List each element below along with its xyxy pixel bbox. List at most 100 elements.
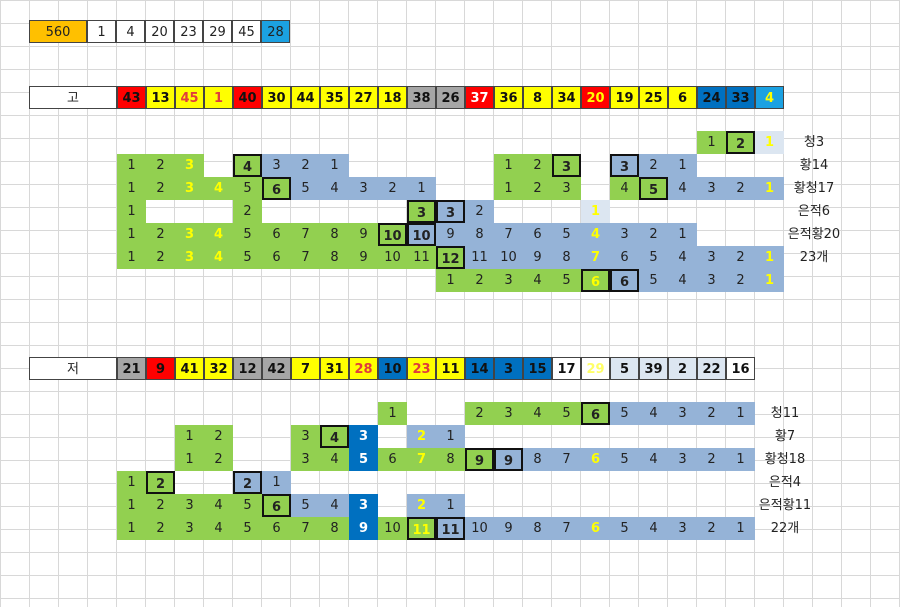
grid-cell[interactable]: 6: [610, 246, 639, 269]
header-number-cell[interactable]: 11: [436, 357, 465, 380]
header-number-cell[interactable]: 10: [378, 357, 407, 380]
grid-cell[interactable]: 2: [639, 223, 668, 246]
grid-cell[interactable]: 2: [204, 448, 233, 471]
grid-cell[interactable]: 2: [523, 177, 552, 200]
grid-cell[interactable]: 5: [291, 494, 320, 517]
grid-cell[interactable]: 1: [726, 402, 755, 425]
grid-cell[interactable]: 2: [146, 494, 175, 517]
grid-cell[interactable]: 2: [465, 200, 494, 223]
grid-cell[interactable]: 3: [407, 200, 436, 223]
grid-cell[interactable]: 1: [581, 200, 610, 223]
header-number-cell[interactable]: 9: [146, 357, 175, 380]
grid-cell[interactable]: 4: [204, 517, 233, 540]
grid-cell[interactable]: 3: [262, 154, 291, 177]
grid-cell[interactable]: 1: [175, 425, 204, 448]
grid-cell[interactable]: 1: [117, 471, 146, 494]
grid-cell[interactable]: 6: [610, 269, 639, 292]
grid-cell[interactable]: 8: [320, 517, 349, 540]
grid-cell[interactable]: 2: [465, 269, 494, 292]
grid-cell[interactable]: 9: [494, 517, 523, 540]
grid-cell[interactable]: 9: [465, 448, 494, 471]
grid-cell[interactable]: 7: [407, 448, 436, 471]
grid-cell[interactable]: 3: [175, 494, 204, 517]
grid-cell[interactable]: 5: [610, 517, 639, 540]
grid-cell[interactable]: 3: [175, 517, 204, 540]
grid-cell[interactable]: 4: [204, 246, 233, 269]
grid-cell[interactable]: 5: [552, 269, 581, 292]
grid-cell[interactable]: 4: [523, 402, 552, 425]
grid-cell[interactable]: 1: [175, 448, 204, 471]
header-number-cell[interactable]: 14: [465, 357, 494, 380]
grid-cell[interactable]: 3: [697, 177, 726, 200]
grid-cell[interactable]: 2: [639, 154, 668, 177]
grid-cell[interactable]: 3: [697, 246, 726, 269]
grid-cell[interactable]: 10: [407, 223, 436, 246]
grid-cell[interactable]: 3: [610, 223, 639, 246]
grid-cell[interactable]: 4: [581, 223, 610, 246]
grid-cell[interactable]: 5: [552, 402, 581, 425]
header-number-cell[interactable]: 36: [494, 86, 523, 109]
grid-cell[interactable]: 3: [349, 494, 378, 517]
grid-cell[interactable]: 10: [465, 517, 494, 540]
header-number-cell[interactable]: 33: [726, 86, 755, 109]
grid-cell[interactable]: 3: [668, 517, 697, 540]
grid-cell[interactable]: 3: [349, 177, 378, 200]
grid-cell[interactable]: 8: [320, 246, 349, 269]
grid-cell[interactable]: 7: [291, 223, 320, 246]
grid-cell[interactable]: 4: [610, 177, 639, 200]
grid-cell[interactable]: 4: [320, 494, 349, 517]
grid-cell[interactable]: 2: [146, 223, 175, 246]
grid-cell[interactable]: 1: [407, 177, 436, 200]
grid-cell[interactable]: 4: [639, 402, 668, 425]
grid-cell[interactable]: 10: [378, 246, 407, 269]
grid-cell[interactable]: 2: [726, 246, 755, 269]
grid-cell[interactable]: 11: [407, 246, 436, 269]
grid-cell[interactable]: 5: [610, 402, 639, 425]
grid-cell[interactable]: 5: [639, 246, 668, 269]
grid-cell[interactable]: 2: [726, 131, 755, 154]
grid-cell[interactable]: 6: [378, 448, 407, 471]
header-number-cell[interactable]: 3: [494, 357, 523, 380]
top-number-cell[interactable]: 45: [232, 20, 261, 43]
grid-cell[interactable]: 1: [117, 177, 146, 200]
grid-cell[interactable]: 4: [204, 177, 233, 200]
grid-cell[interactable]: 7: [552, 517, 581, 540]
grid-cell[interactable]: 3: [552, 154, 581, 177]
grid-cell[interactable]: 8: [465, 223, 494, 246]
grid-cell[interactable]: 2: [291, 154, 320, 177]
top-number-cell[interactable]: 4: [116, 20, 145, 43]
grid-cell[interactable]: 6: [581, 269, 610, 292]
grid-cell[interactable]: 10: [378, 517, 407, 540]
top-number-cell[interactable]: 23: [174, 20, 203, 43]
header-number-cell[interactable]: 39: [639, 357, 668, 380]
header-number-cell[interactable]: 45: [175, 86, 204, 109]
header-number-cell[interactable]: 24: [697, 86, 726, 109]
header-number-cell[interactable]: 2: [668, 357, 697, 380]
grid-cell[interactable]: 2: [233, 200, 262, 223]
grid-cell[interactable]: 9: [349, 246, 378, 269]
grid-cell[interactable]: 2: [146, 154, 175, 177]
grid-cell[interactable]: 3: [175, 177, 204, 200]
grid-cell[interactable]: 1: [668, 154, 697, 177]
grid-cell[interactable]: 6: [262, 223, 291, 246]
grid-cell[interactable]: 6: [262, 517, 291, 540]
header-number-cell[interactable]: 6: [668, 86, 697, 109]
grid-cell[interactable]: 2: [378, 177, 407, 200]
grid-cell[interactable]: 8: [523, 517, 552, 540]
header-number-cell[interactable]: 17: [552, 357, 581, 380]
grid-cell[interactable]: 7: [494, 223, 523, 246]
grid-cell[interactable]: 3: [436, 200, 465, 223]
grid-cell[interactable]: 4: [320, 425, 349, 448]
header-number-cell[interactable]: 20: [581, 86, 610, 109]
grid-cell[interactable]: 9: [523, 246, 552, 269]
grid-cell[interactable]: 3: [175, 154, 204, 177]
grid-cell[interactable]: 1: [726, 448, 755, 471]
header-number-cell[interactable]: 37: [465, 86, 494, 109]
grid-cell[interactable]: 1: [262, 471, 291, 494]
grid-cell[interactable]: 3: [494, 402, 523, 425]
header-number-cell[interactable]: 22: [697, 357, 726, 380]
grid-cell[interactable]: 4: [639, 517, 668, 540]
grid-cell[interactable]: 1: [755, 246, 784, 269]
total-cell[interactable]: 560: [29, 20, 87, 43]
grid-cell[interactable]: 1: [436, 269, 465, 292]
